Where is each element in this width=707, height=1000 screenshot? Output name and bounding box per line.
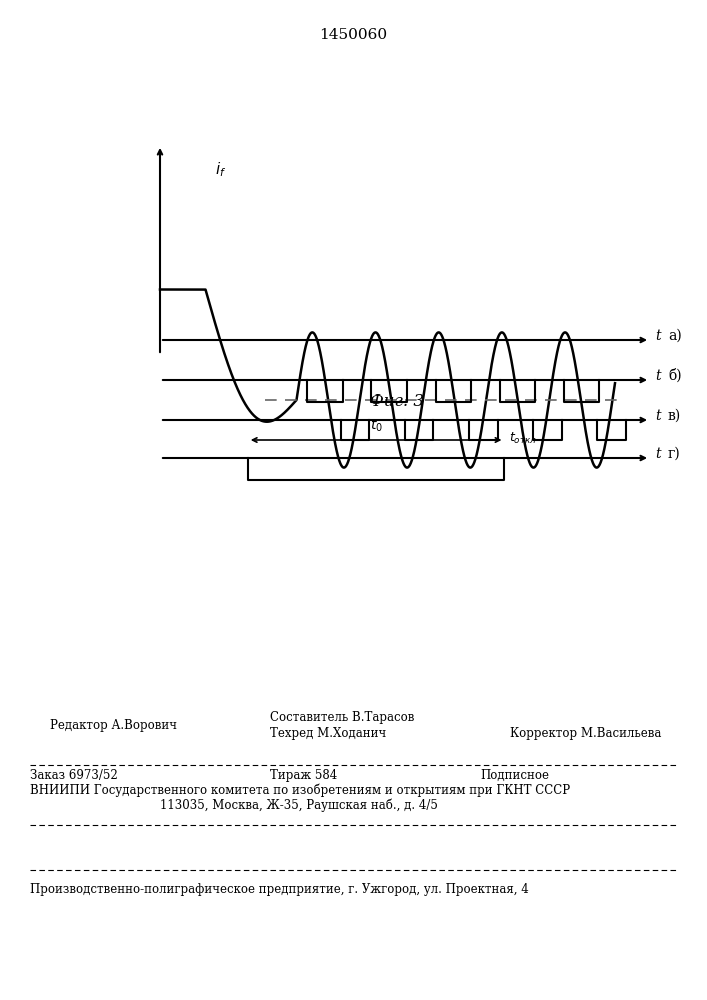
Text: Техред М.Ходанич: Техред М.Ходанич bbox=[270, 726, 386, 740]
Text: б): б) bbox=[668, 369, 682, 383]
Text: Заказ 6973/52: Заказ 6973/52 bbox=[30, 768, 118, 782]
Text: $t_0$: $t_0$ bbox=[370, 418, 382, 434]
Text: Подписное: Подписное bbox=[480, 768, 549, 782]
Text: 1450060: 1450060 bbox=[319, 28, 387, 42]
Text: t: t bbox=[655, 409, 660, 423]
Text: Фиг. 3: Фиг. 3 bbox=[370, 393, 424, 410]
Text: в): в) bbox=[668, 409, 682, 423]
Text: Тираж 584: Тираж 584 bbox=[270, 768, 337, 782]
Text: Составитель В.Тарасов: Составитель В.Тарасов bbox=[270, 710, 414, 724]
Text: г): г) bbox=[668, 447, 681, 461]
Text: Корректор М.Васильева: Корректор М.Васильева bbox=[510, 726, 661, 740]
Text: $t_{откл}$: $t_{откл}$ bbox=[509, 430, 537, 446]
Text: t: t bbox=[655, 369, 660, 383]
Text: t: t bbox=[655, 329, 660, 343]
Text: ВНИИПИ Государственного комитета по изобретениям и открытиям при ГКНТ СССР: ВНИИПИ Государственного комитета по изоб… bbox=[30, 783, 570, 797]
Text: 113035, Москва, Ж-35, Раушская наб., д. 4/5: 113035, Москва, Ж-35, Раушская наб., д. … bbox=[160, 798, 438, 812]
Text: $i_f$: $i_f$ bbox=[215, 161, 226, 179]
Text: Производственно-полиграфическое предприятие, г. Ужгород, ул. Проектная, 4: Производственно-полиграфическое предприя… bbox=[30, 884, 529, 896]
Text: t: t bbox=[655, 447, 660, 461]
Text: a): a) bbox=[668, 329, 682, 343]
Text: Редактор А.Ворович: Редактор А.Ворович bbox=[50, 718, 177, 732]
